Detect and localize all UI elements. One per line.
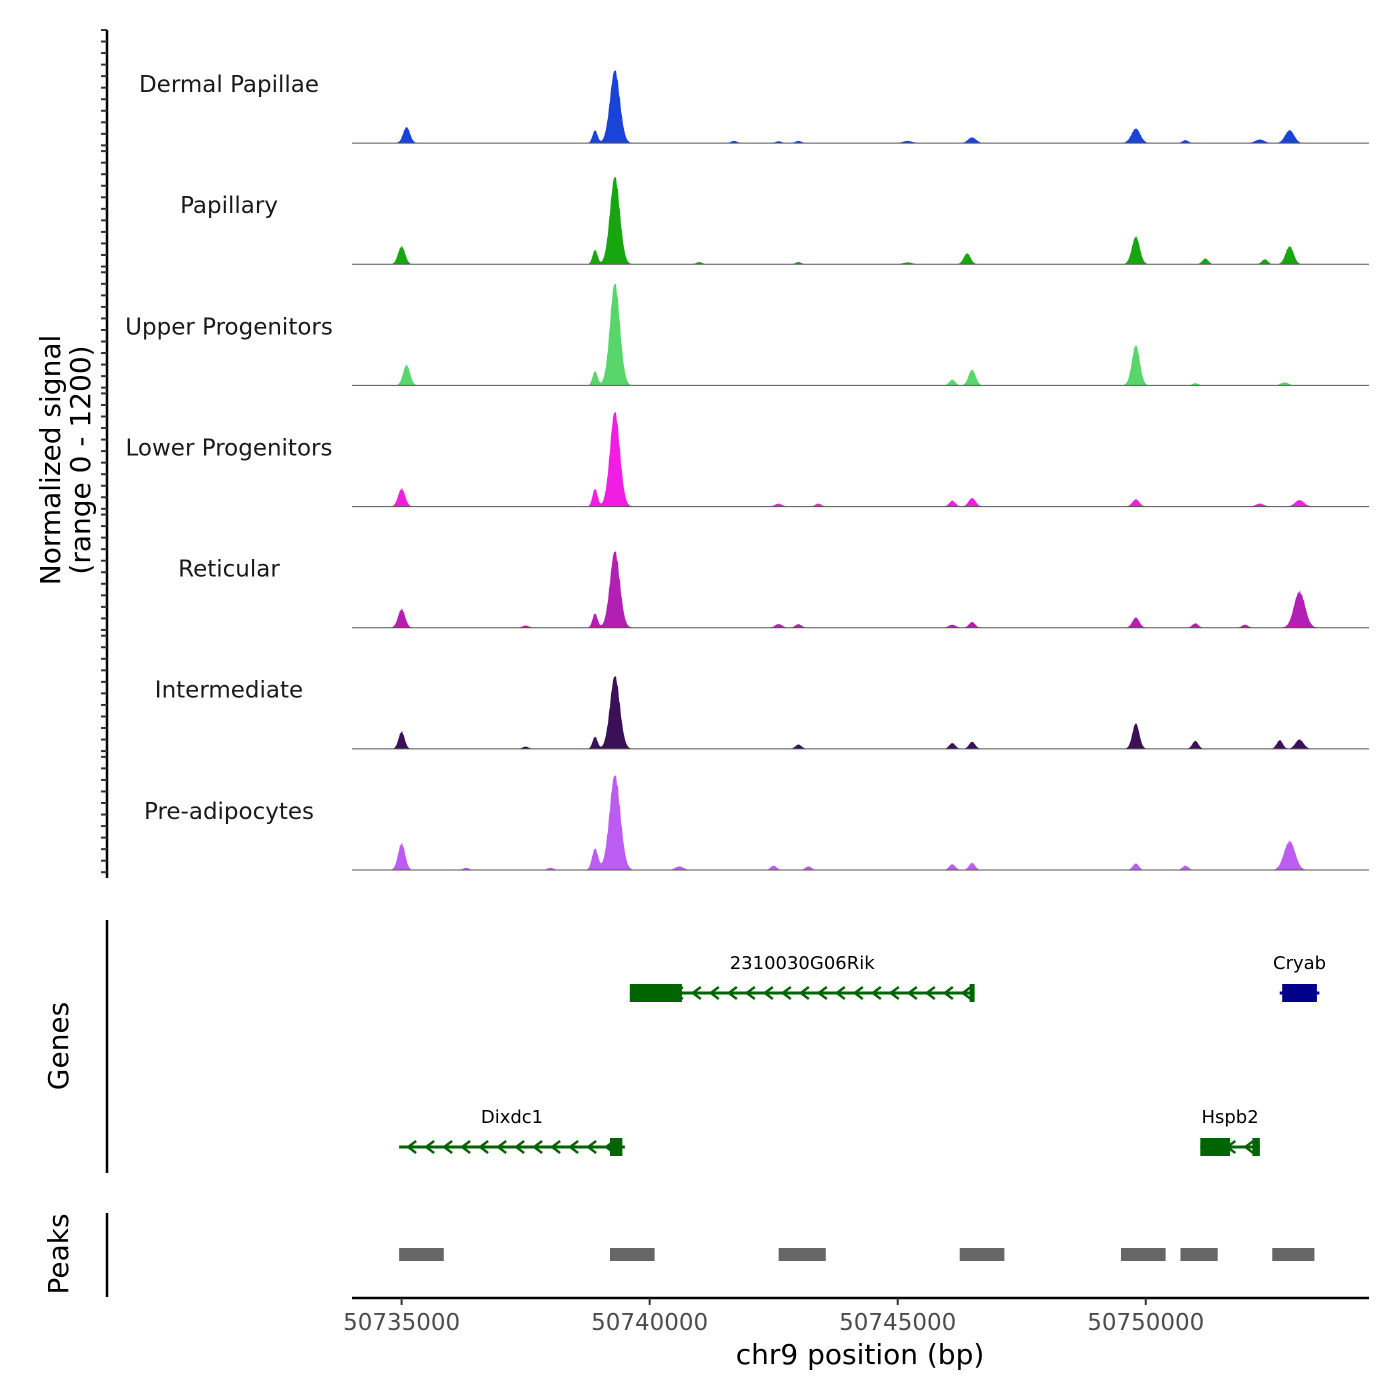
coverage-track-intermediate: Intermediate xyxy=(101,634,1369,753)
gene-strand-arrow xyxy=(406,1140,417,1154)
gene-strand-arrow xyxy=(744,986,756,1000)
gene-strand-arrow xyxy=(586,1140,597,1154)
peak-region xyxy=(959,1248,1005,1261)
peak-region xyxy=(1180,1248,1218,1261)
y-axis-title: Normalized signal (range 0 - 1200) xyxy=(34,335,97,586)
genes-track: 2310030G06Rik Cryab Dixdc1 Hspb2 xyxy=(399,953,1326,1156)
signal-area xyxy=(352,774,1369,870)
gene-strand-arrow xyxy=(708,986,720,1000)
gene-strand-arrow xyxy=(942,986,954,1000)
gene-strand-arrow xyxy=(924,986,936,1000)
gene-strand-arrow xyxy=(460,1140,471,1154)
coverage-track-upper-progenitors: Upper Progenitors xyxy=(101,271,1369,389)
coverage-track-dermal-papillae: Dermal Papillae xyxy=(101,29,1369,147)
peak-region xyxy=(778,1248,826,1261)
track-label: Lower Progenitors xyxy=(126,435,333,461)
gene-exon xyxy=(969,984,975,1002)
gene-strand-arrow xyxy=(762,986,774,1000)
gene-strand-arrow xyxy=(568,1140,579,1154)
gene-dixdc1: Dixdc1 xyxy=(399,1107,625,1156)
gene-strand-arrow xyxy=(816,986,828,1000)
signal-area xyxy=(352,70,1369,144)
signal-area xyxy=(352,283,1369,386)
signal-area xyxy=(352,411,1369,507)
coverage-track-reticular: Reticular xyxy=(101,513,1369,631)
x-axis-ticks: 50735000 50740000 50745000 50750000 xyxy=(343,1298,1204,1336)
x-tick-label: 50740000 xyxy=(591,1310,708,1336)
gene-label: Cryab xyxy=(1273,953,1326,974)
coverage-track-papillary: Papillary xyxy=(101,150,1369,268)
gene-label: 2310030G06Rik xyxy=(730,953,876,974)
peak-region xyxy=(609,1248,655,1261)
gene-strand-arrow xyxy=(424,1140,435,1154)
gene-strand-arrow xyxy=(496,1140,507,1154)
track-label: Papillary xyxy=(180,193,278,219)
x-tick-label: 50750000 xyxy=(1087,1310,1204,1336)
signal-area xyxy=(352,176,1369,265)
peaks-track-label: Peaks xyxy=(42,1213,75,1294)
gene-strand-arrow xyxy=(532,1140,543,1154)
track-label: Dermal Papillae xyxy=(139,72,319,98)
gene-strand-arrow xyxy=(690,986,702,1000)
gene-strand-arrow xyxy=(888,986,900,1000)
gene-strand-arrow xyxy=(960,986,972,1000)
track-label: Pre-adipocytes xyxy=(144,799,314,825)
gene-strand-arrow xyxy=(852,986,864,1000)
x-tick-label: 50745000 xyxy=(839,1310,956,1336)
gene-strand-arrow xyxy=(780,986,792,1000)
gene-2310030g06rik: 2310030G06Rik xyxy=(629,953,975,1002)
peaks-track xyxy=(399,1248,1315,1261)
gene-label: Dixdc1 xyxy=(481,1107,543,1128)
gene-exon xyxy=(629,984,682,1002)
gene-strand-arrow xyxy=(906,986,918,1000)
peak-region xyxy=(1120,1248,1166,1261)
gene-exon xyxy=(1252,1138,1260,1156)
genes-track-label: Genes xyxy=(42,1002,75,1090)
track-label: Upper Progenitors xyxy=(125,314,333,340)
signal-area xyxy=(352,676,1369,749)
gene-strand-arrow xyxy=(798,986,810,1000)
gene-exon xyxy=(609,1138,623,1156)
gene-cryab: Cryab xyxy=(1273,953,1326,1002)
peak-region xyxy=(399,1248,444,1261)
y-axis-title-line1: Normalized signal xyxy=(34,335,67,586)
gene-strand-arrow xyxy=(514,1140,525,1154)
gene-strand-arrow xyxy=(1243,1140,1255,1154)
gene-label: Hspb2 xyxy=(1201,1107,1258,1128)
gene-exon xyxy=(1282,984,1317,1002)
track-label: Reticular xyxy=(178,557,280,583)
signal-area xyxy=(352,551,1369,628)
gene-hspb2: Hspb2 xyxy=(1200,1107,1260,1156)
gene-strand-arrow xyxy=(726,986,738,1000)
coverage-track-lower-progenitors: Lower Progenitors xyxy=(101,392,1369,510)
gene-strand-arrow xyxy=(834,986,846,1000)
gene-strand-arrow xyxy=(870,986,882,1000)
gene-strand-arrow xyxy=(442,1140,453,1154)
y-axis-title-line2: (range 0 - 1200) xyxy=(64,345,97,574)
peak-region xyxy=(1272,1248,1315,1261)
gene-exon xyxy=(1200,1138,1231,1156)
coverage-tracks: Dermal Papillae Papillary Upper Progenitor… xyxy=(101,29,1369,874)
x-tick-label: 50735000 xyxy=(343,1310,460,1336)
coverage-track-pre-adipocytes: Pre-adipocytes xyxy=(101,755,1369,874)
track-label: Intermediate xyxy=(155,678,303,704)
gene-strand-arrow xyxy=(550,1140,561,1154)
gene-strand-arrow xyxy=(478,1140,489,1154)
x-axis-title: chr9 position (bp) xyxy=(736,1338,985,1371)
